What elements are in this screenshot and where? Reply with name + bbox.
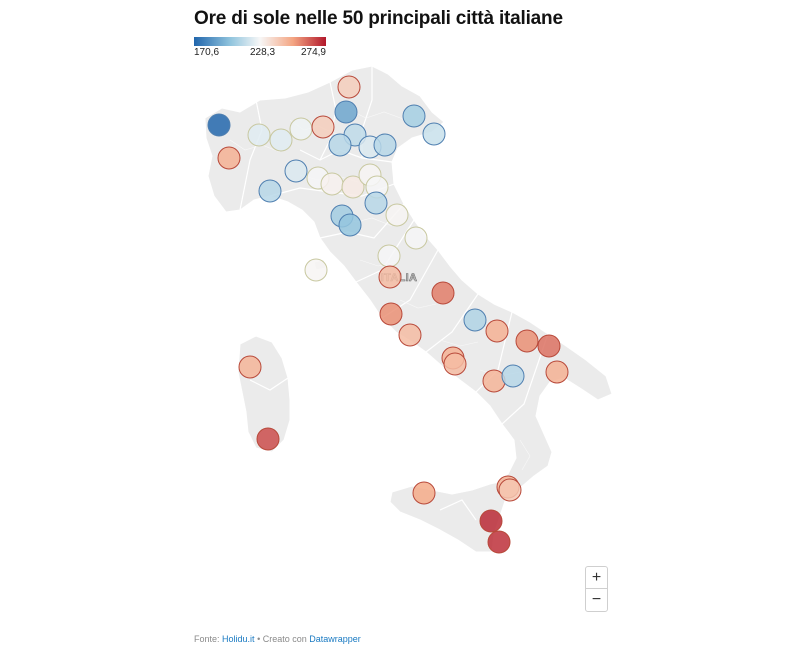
city-marker[interactable]	[404, 226, 428, 250]
source-footer: Fonte: Holidu.it • Creato con Datawrappe…	[194, 634, 361, 644]
city-marker[interactable]	[247, 123, 271, 147]
zoom-out-button[interactable]: −	[591, 591, 602, 608]
color-legend: 170,6 228,3 274,9	[194, 37, 326, 58]
city-marker[interactable]	[338, 213, 362, 237]
city-marker[interactable]	[379, 302, 403, 326]
city-marker[interactable]	[443, 352, 467, 376]
city-marker[interactable]	[337, 75, 361, 99]
city-marker[interactable]	[217, 146, 241, 170]
city-marker[interactable]	[498, 478, 522, 502]
city-marker[interactable]	[501, 364, 525, 388]
city-marker[interactable]	[207, 113, 231, 137]
city-marker[interactable]	[304, 258, 328, 282]
city-marker[interactable]	[402, 104, 426, 128]
footer-separator: •	[257, 634, 261, 644]
city-marker[interactable]	[256, 427, 280, 451]
city-marker[interactable]	[412, 481, 436, 505]
city-marker[interactable]	[364, 191, 388, 215]
city-marker[interactable]	[311, 115, 335, 139]
city-marker[interactable]	[284, 159, 308, 183]
legend-max-label: 274,9	[300, 47, 326, 58]
city-marker[interactable]	[431, 281, 455, 305]
city-markers	[207, 75, 569, 554]
zoom-in-button[interactable]: +	[586, 567, 607, 589]
city-marker[interactable]	[485, 319, 509, 343]
chart-title: Ore di sole nelle 50 principali città it…	[194, 8, 563, 29]
city-marker[interactable]	[269, 128, 293, 152]
city-marker[interactable]	[289, 117, 313, 141]
source-link[interactable]: Holidu.it	[222, 634, 255, 644]
city-marker[interactable]	[482, 369, 506, 393]
city-marker[interactable]	[422, 122, 446, 146]
city-marker[interactable]	[320, 172, 344, 196]
city-marker[interactable]	[385, 203, 409, 227]
city-marker[interactable]	[238, 355, 262, 379]
city-marker[interactable]	[487, 530, 511, 554]
legend-mid-label: 228,3	[250, 47, 276, 58]
city-marker[interactable]	[334, 100, 358, 124]
datawrapper-link[interactable]: Datawrapper	[309, 634, 361, 644]
legend-labels: 170,6 228,3 274,9	[194, 46, 326, 58]
city-marker[interactable]	[398, 323, 422, 347]
city-marker[interactable]	[463, 308, 487, 332]
city-marker[interactable]	[378, 265, 402, 289]
zoom-controls: + −	[585, 566, 608, 612]
legend-min-label: 170,6	[194, 47, 220, 58]
source-prefix: Fonte:	[194, 634, 220, 644]
legend-gradient-bar	[194, 37, 326, 46]
city-marker[interactable]	[341, 175, 365, 199]
city-marker[interactable]	[373, 133, 397, 157]
city-marker[interactable]	[515, 329, 539, 353]
city-marker[interactable]	[545, 360, 569, 384]
city-marker[interactable]	[537, 334, 561, 358]
city-marker[interactable]	[479, 509, 503, 533]
city-marker[interactable]	[258, 179, 282, 203]
city-marker[interactable]	[377, 244, 401, 268]
credit-prefix: Creato con	[262, 634, 307, 644]
city-marker[interactable]	[328, 133, 352, 157]
